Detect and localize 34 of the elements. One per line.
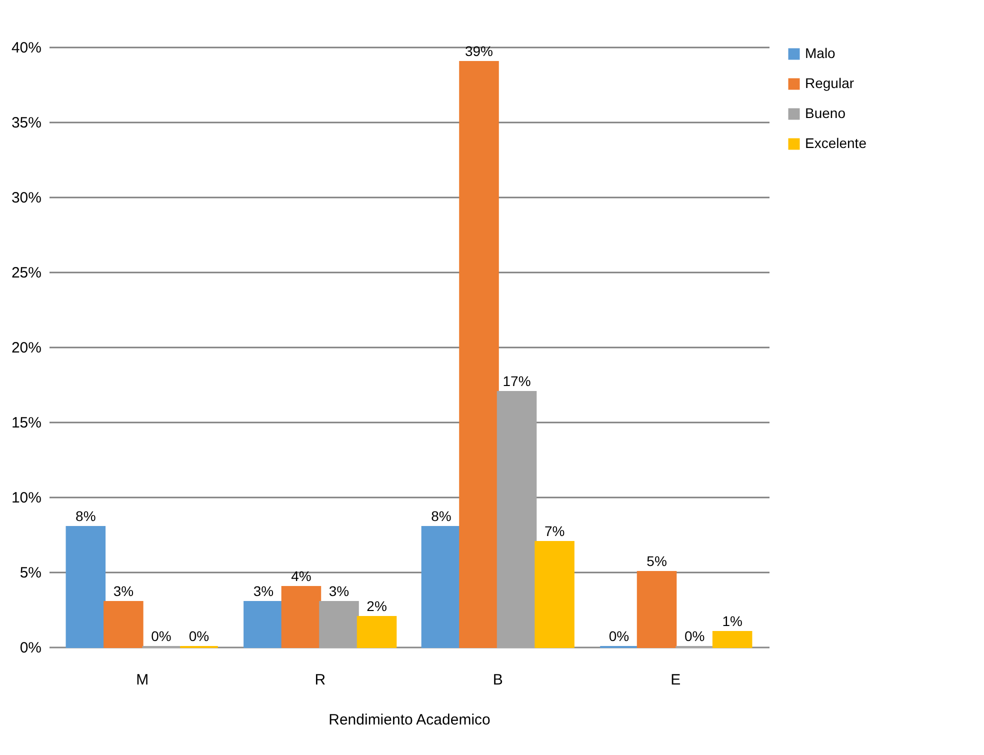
data-label: 0%: [684, 628, 705, 644]
data-label: 3%: [253, 583, 274, 599]
data-label: 0%: [188, 628, 210, 644]
y-tick-label: 25%: [11, 264, 42, 282]
data-label: 7%: [544, 523, 565, 539]
data-label: 3%: [113, 583, 134, 599]
x-tick-label: M: [136, 672, 149, 688]
data-label: 8%: [431, 508, 452, 524]
legend-label: Regular: [805, 75, 854, 91]
data-label: 5%: [646, 553, 667, 569]
x-tick-label: E: [670, 672, 681, 688]
data-label: 39%: [464, 43, 494, 59]
y-tick-label: 40%: [11, 40, 42, 56]
data-label: 3%: [328, 583, 350, 599]
y-tick-label: 10%: [11, 490, 42, 506]
data-label: 0%: [151, 628, 172, 644]
y-tick-label: 35%: [11, 114, 42, 132]
data-label: 0%: [608, 628, 630, 644]
legend-label: Malo: [805, 45, 836, 61]
legend-label: Excelente: [805, 135, 867, 151]
data-label: 1%: [722, 613, 742, 629]
data-label: 8%: [76, 508, 96, 524]
y-tick-label: 15%: [11, 414, 42, 432]
legend-label: Bueno: [805, 105, 846, 121]
y-tick-label: 5%: [20, 564, 42, 582]
y-tick-label: 0%: [20, 640, 42, 656]
data-label: 2%: [366, 598, 387, 614]
x-tick-label: R: [314, 672, 326, 688]
y-tick-label: 30%: [11, 190, 42, 206]
data-label: 17%: [502, 373, 531, 389]
y-tick-label: 20%: [11, 340, 42, 356]
data-label: 4%: [291, 568, 312, 584]
x-tick-label: B: [492, 672, 503, 688]
x-axis-title: Rendimiento Academico: [328, 712, 490, 728]
